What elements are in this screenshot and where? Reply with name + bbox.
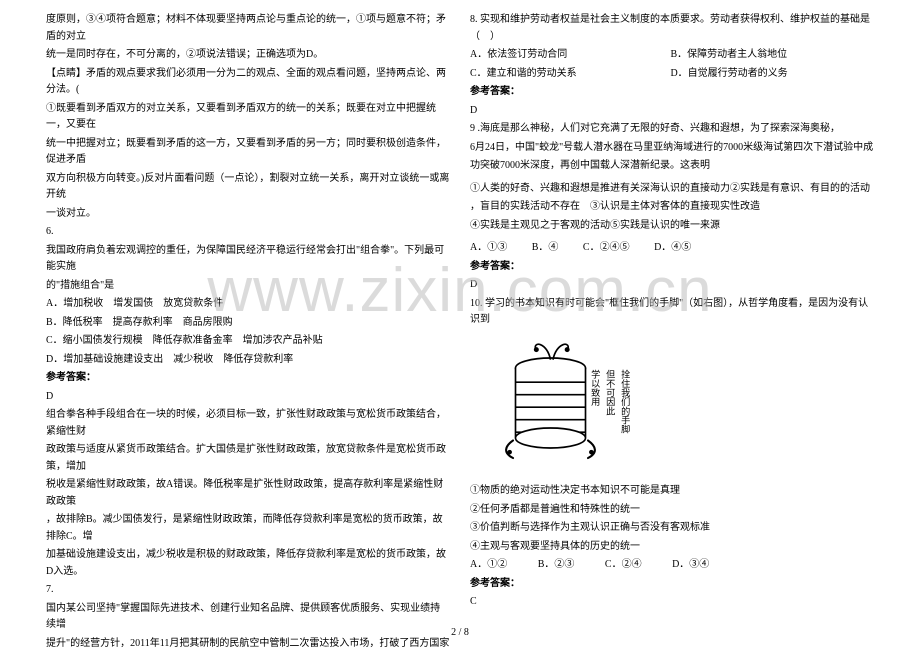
- q6-choice-a: A．增加税收 增发国债 放宽贷款条件: [46, 296, 450, 313]
- text-line: ①既要看到矛盾双方的对立关系，又要看到矛盾双方的统一的关系；既要在对立中把握统一…: [46, 101, 450, 134]
- q8-choice-a: A．依法签订劳动合同: [470, 47, 668, 64]
- q8-answer: D: [470, 103, 874, 120]
- answer-label: 参考答案：: [46, 370, 450, 387]
- book-caption-line: 学以致用: [590, 368, 601, 406]
- q10-choice-b: B．②③: [538, 559, 575, 570]
- q8-choice-b: B．保障劳动者主人翁地位: [670, 47, 868, 64]
- q10-answer: C: [470, 594, 874, 611]
- q10-choice-d: D．③④: [672, 559, 709, 570]
- q8-row-ab: A．依法签订劳动合同 B．保障劳动者主人翁地位: [470, 47, 874, 64]
- q9-answer: D: [470, 277, 874, 294]
- q6-answer: D: [46, 389, 450, 406]
- text-line: 统一是同时存在，不可分离的，②项说法错误；正确选项为D。: [46, 47, 450, 64]
- q10-choice-a: A．①②: [470, 559, 507, 570]
- book-caption-line: 但不可因此: [605, 368, 616, 415]
- book-caption-line: 拴住我们的手脚: [620, 368, 631, 434]
- page-number: 2 / 8: [0, 625, 920, 642]
- q6-explain-line: 加基础设施建设支出，减少税收是积极的财政政策，降低存贷款利率是宽松的货币政策，故…: [46, 547, 450, 580]
- q6-choice-b: B．降低税率 提高存款利率 商品房限购: [46, 315, 450, 332]
- answer-label: 参考答案：: [470, 84, 874, 101]
- q6-explain-line: 政政策与适度从紧货币政策结合。扩大国债是扩张性财政政策，放宽贷款条件是宽松货币政…: [46, 442, 450, 475]
- q9-statements-line: ④实践是主观见之于客观的活动⑤实践是认识的唯一来源: [470, 218, 874, 235]
- q6-explain-line: 组合拳各种手段组合在一块的时候，必须目标一致，扩张性财政政策与宽松货币政策结合，…: [46, 407, 450, 440]
- page-container: 度原则，③④项符合题意；材料不体现要坚持两点论与重点论的统一，①项与题意不符；矛…: [0, 0, 920, 651]
- q9-choice-c: C．②④⑤: [583, 242, 630, 253]
- q6-explain-line: 税收是紧缩性财政政策，故A错误。降低税率是扩张性财政政策，提高存款利率是紧缩性财…: [46, 477, 450, 510]
- q8-choice-c: C．建立和谐的劳动关系: [470, 66, 668, 83]
- text-line: 双方向积极方向转变。)反对片面看问题（一点论），割裂对立统一关系，离开对立谈统一…: [46, 171, 450, 204]
- text-line: 一谈对立。: [46, 206, 450, 223]
- q8-stem: 8. 实现和维护劳动者权益是社会主义制度的本质要求。劳动者获得权利、维护权益的基…: [470, 12, 874, 45]
- q10-statement: ③价值判断与选择作为主观认识正确与否没有客观标准: [470, 520, 874, 537]
- left-column: 度原则，③④项符合题意；材料不体现要坚持两点论与重点论的统一，①项与题意不符；矛…: [36, 12, 460, 627]
- q9-stem-line: 6月24日，中国"蛟龙"号载人潜水器在马里亚纳海域进行的7000米级海试第四次下…: [470, 140, 874, 157]
- q6-choice-c: C．缩小国债发行规模 降低存款准备金率 增加涉农产品补贴: [46, 333, 450, 350]
- q10-statement: ④主观与客观要坚持具体的历史的统一: [470, 539, 874, 556]
- q10-statement: ②任何矛盾都是普遍性和特殊性的统一: [470, 502, 874, 519]
- q10-choice-c: C．②④: [605, 559, 642, 570]
- q10-choices: A．①② B．②③ C．②④ D．③④: [470, 557, 874, 574]
- q9-choices: A．①③ B．④ C．②④⑤ D．④⑤: [470, 240, 874, 257]
- text-line: 度原则，③④项符合题意；材料不体现要坚持两点论与重点论的统一，①项与题意不符；矛…: [46, 12, 450, 45]
- q9-statements-line: ①人类的好奇、兴趣和遐想是推进有关深海认识的直接动力②实践是有意识、有目的的活动: [470, 181, 874, 198]
- answer-label: 参考答案：: [470, 259, 874, 276]
- q10-statement: ①物质的绝对运动性决定书本知识不可能是真理: [470, 483, 874, 500]
- q8-row-cd: C．建立和谐的劳动关系 D．自觉履行劳动者的义务: [470, 66, 874, 83]
- text-line: 统一中把握对立；既要看到矛盾的这一方，又要看到矛盾的另一方；同时要积极创造条件，…: [46, 136, 450, 169]
- q9-choice-d: D．④⑤: [654, 242, 691, 253]
- q7-number: 7.: [46, 582, 450, 599]
- q9-choice-b: B．④: [532, 242, 559, 253]
- q8-choice-d: D．自觉履行劳动者的义务: [670, 66, 868, 83]
- q9-choice-a: A．①③: [470, 242, 507, 253]
- q10-stem: 10. 学习的书本知识有时可能会"框住我们的手脚"（如右图），从哲学角度看，是因…: [470, 296, 874, 329]
- q6-explain-line: ，故排除B。减少国债发行，是紧缩性财政政策，而降低存贷款利率是宽松的货币政策，故…: [46, 512, 450, 545]
- q9-statements-line: ，盲目的实践活动不存在 ③认识是主体对客体的直接现实性改造: [470, 199, 874, 216]
- book-illustration: 学以致用 但不可因此 拴住我们的手脚: [488, 333, 874, 480]
- q6-number: 6.: [46, 224, 450, 241]
- text-line: 【点睛】矛盾的观点要求我们必须用一分为二的观点、全面的观点看问题，坚持两点论、两…: [46, 66, 450, 99]
- right-column: 8. 实现和维护劳动者权益是社会主义制度的本质要求。劳动者获得权利、维护权益的基…: [460, 12, 884, 627]
- q6-choice-d: D．增加基础设施建设支出 减少税收 降低存贷款利率: [46, 352, 450, 369]
- q9-stem-line: 功突破7000米深度，再创中国载人深潜新纪录。这表明: [470, 158, 874, 175]
- book-stack-icon: 学以致用 但不可因此 拴住我们的手脚: [488, 333, 638, 473]
- q6-stem-line: 我国政府肩负着宏观调控的重任，为保障国民经济平稳运行经常会打出"组合拳"。下列最…: [46, 243, 450, 276]
- q6-stem-line: 的"措施组合"是: [46, 278, 450, 295]
- q9-stem-line: 9 .海底是那么神秘，人们对它充满了无限的好奇、兴趣和遐想，为了探索深海奥秘，: [470, 121, 874, 138]
- answer-label: 参考答案：: [470, 576, 874, 593]
